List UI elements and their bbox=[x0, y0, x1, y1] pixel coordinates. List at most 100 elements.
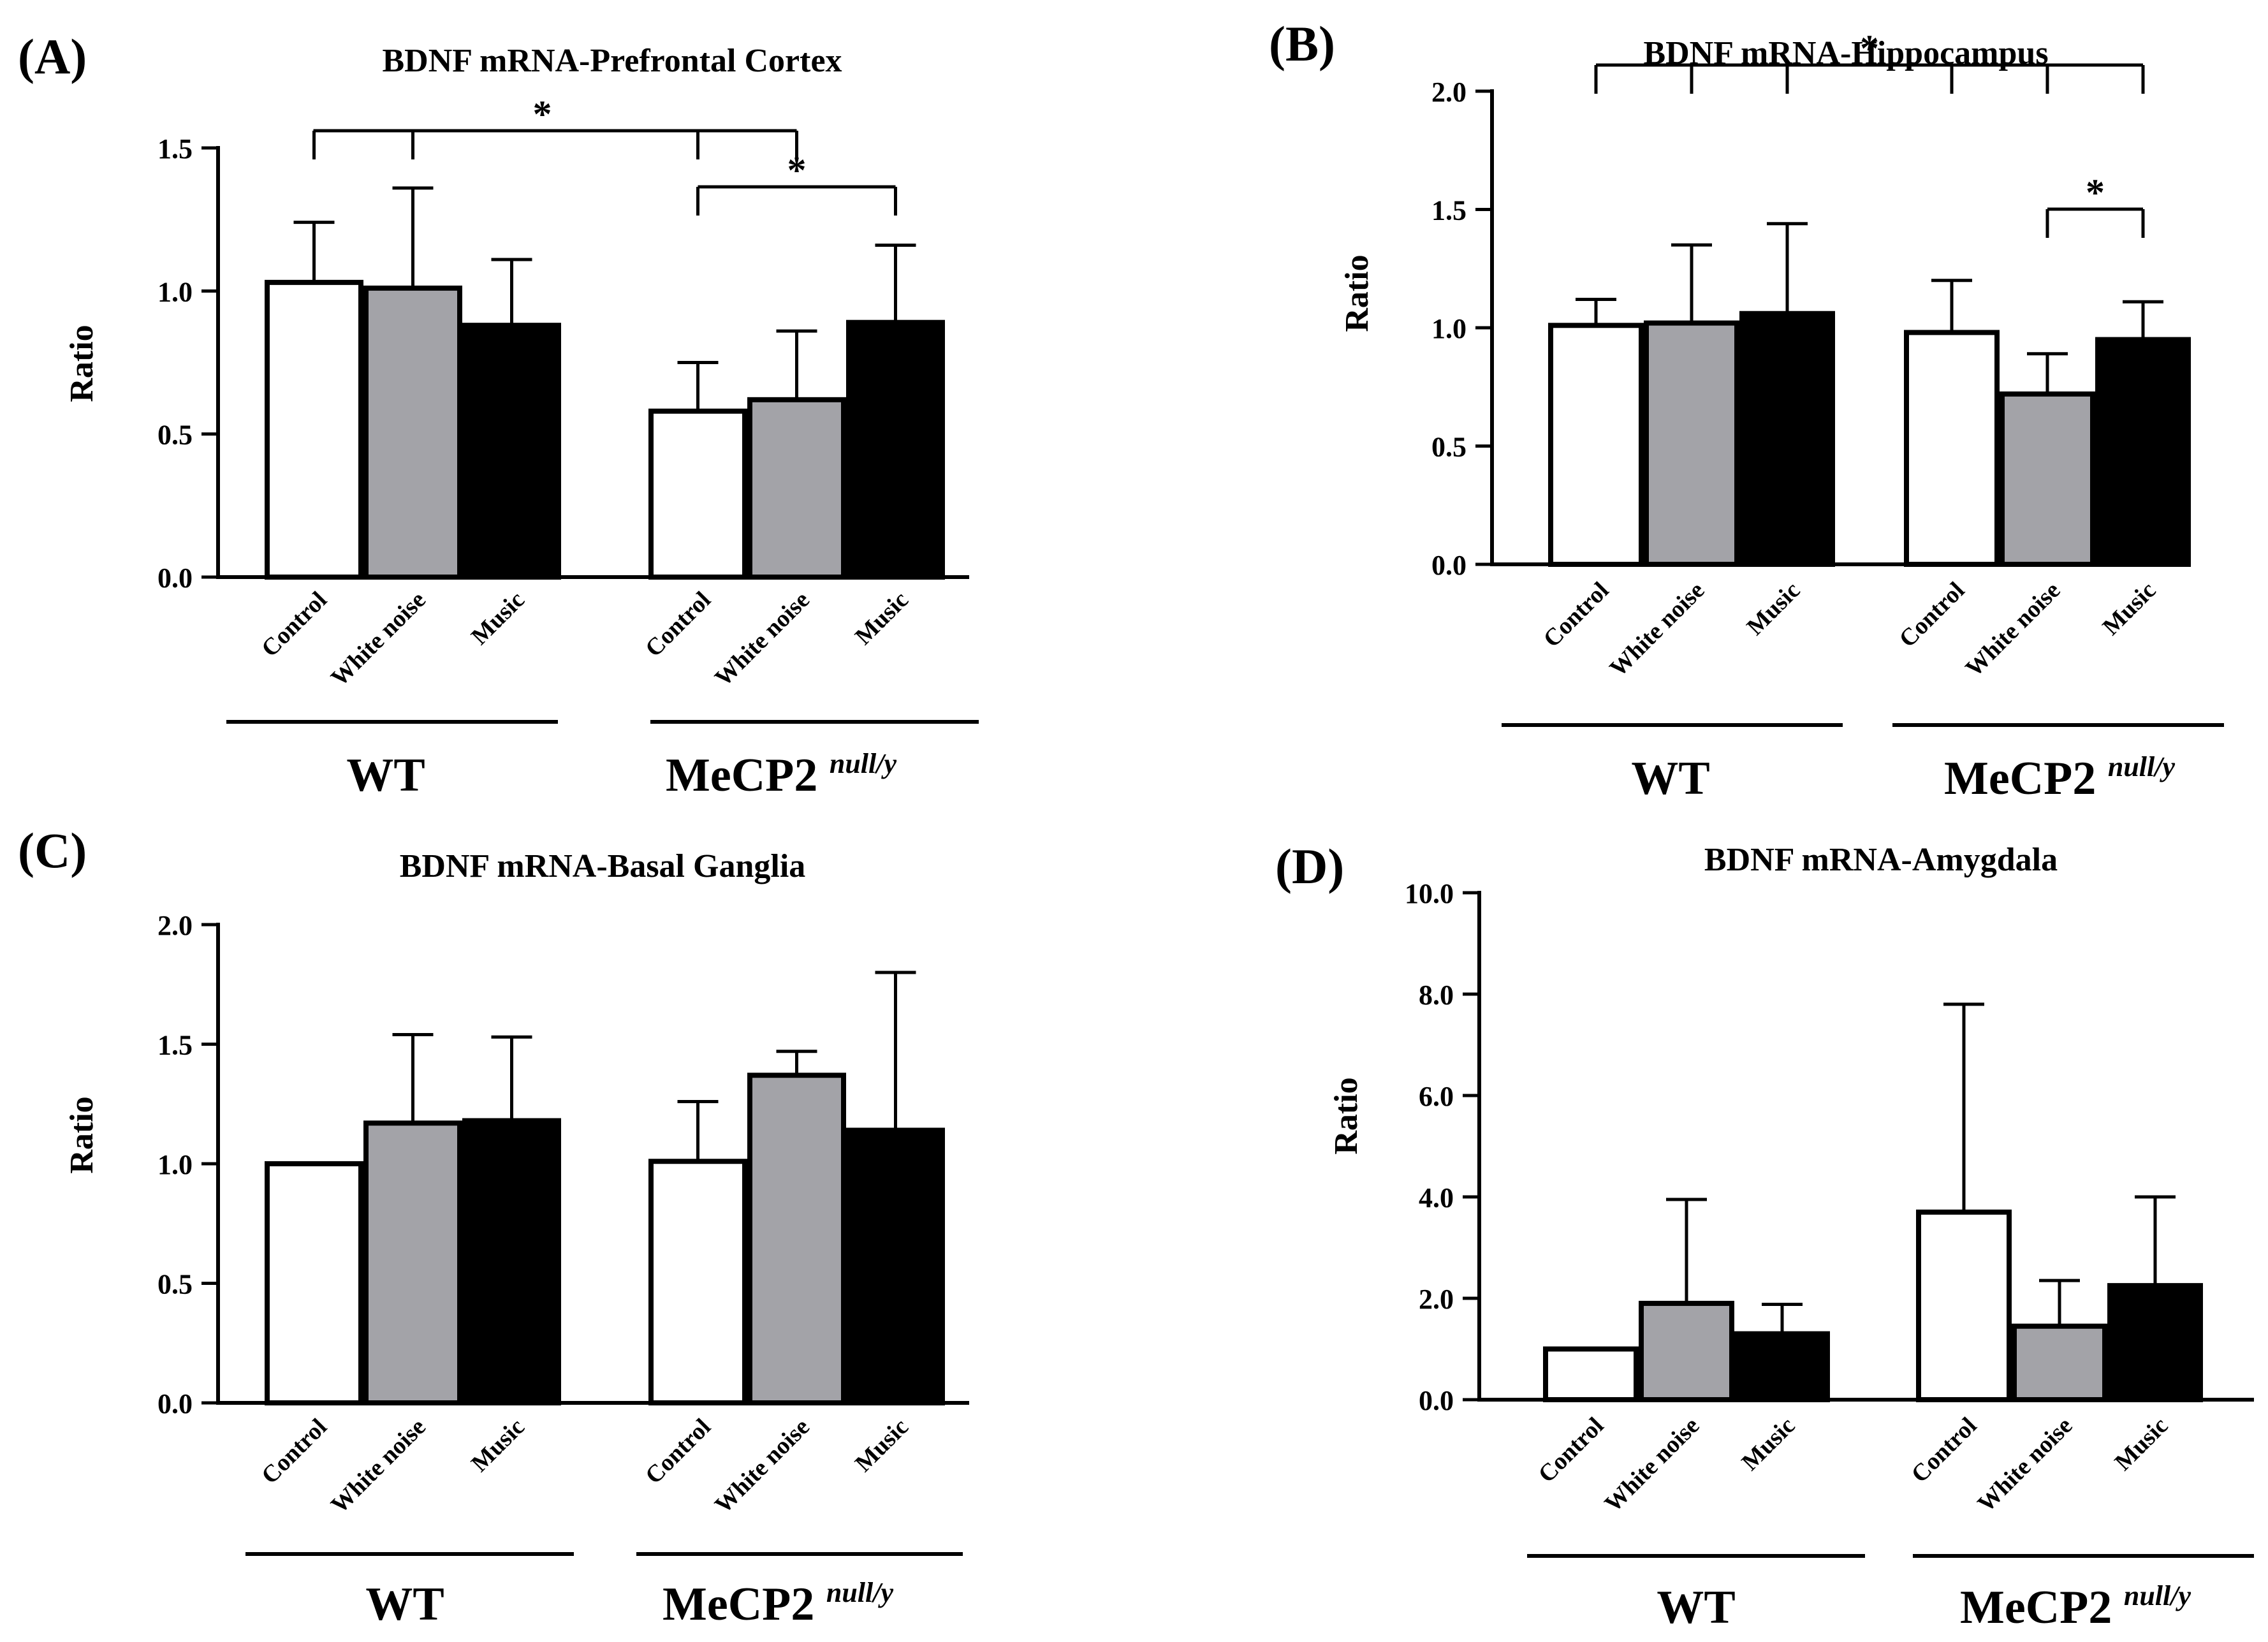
significance-star: * bbox=[2086, 172, 2105, 214]
panel-letter: (C) bbox=[18, 823, 87, 878]
chart-panel-0: (A) BDNF mRNA-Prefrontal Cortex 0.0 0.5 1.0 1… bbox=[18, 29, 979, 802]
group-label-superscript: null/y bbox=[830, 748, 897, 779]
bar bbox=[1916, 1209, 2012, 1402]
chart-panel-2: (C) BDNF mRNA-Basal Ganglia 0.0 0.5 1.0 1.5 2.… bbox=[18, 823, 969, 1631]
bar bbox=[1639, 1300, 1734, 1402]
x-tick-label: Control bbox=[1533, 1412, 1609, 1488]
bar bbox=[2107, 1283, 2203, 1402]
x-tick-label: Control bbox=[640, 587, 716, 663]
group-label-mecp2: MeCP2 null/y bbox=[662, 1577, 893, 1631]
bar bbox=[648, 408, 747, 580]
x-tick-label: White noise bbox=[1600, 1412, 1705, 1518]
chart-title: BDNF mRNA-Prefrontal Cortex bbox=[382, 43, 842, 79]
y-tick-label: 1.5 bbox=[157, 1030, 193, 1061]
x-tick-label: Control bbox=[256, 587, 332, 663]
y-tick-label: 6.0 bbox=[1419, 1081, 1454, 1112]
bar bbox=[462, 323, 561, 580]
x-tick-label: Music bbox=[466, 1414, 530, 1477]
x-tick-label: Control bbox=[640, 1414, 716, 1490]
y-tick-label: 0.0 bbox=[1419, 1385, 1454, 1416]
bar bbox=[1739, 311, 1835, 567]
bar bbox=[2012, 1323, 2107, 1403]
x-tick-label: Music bbox=[466, 587, 530, 650]
panel-letter: (A) bbox=[18, 29, 87, 84]
bar bbox=[462, 1118, 561, 1405]
panel-letter: (B) bbox=[1269, 16, 1335, 71]
y-tick-label: 1.0 bbox=[157, 276, 193, 307]
y-tick-label: 0.5 bbox=[157, 1269, 193, 1300]
x-tick-label: White noise bbox=[326, 1414, 431, 1519]
bar bbox=[2000, 391, 2095, 567]
x-tick-label: Music bbox=[2110, 1412, 2174, 1476]
x-tick-label: Control bbox=[1539, 577, 1614, 653]
y-tick-label: 1.5 bbox=[157, 133, 193, 165]
bar bbox=[363, 285, 462, 580]
x-tick-label: Music bbox=[1742, 577, 1806, 641]
bar bbox=[1548, 323, 1644, 567]
group-label-wt: WT bbox=[1631, 752, 1709, 805]
significance-star: * bbox=[533, 93, 552, 135]
x-tick-label: Control bbox=[1906, 1412, 1982, 1488]
y-tick-label: 1.0 bbox=[157, 1149, 193, 1180]
bar bbox=[1644, 320, 1739, 567]
y-tick-label: 0.0 bbox=[157, 1388, 193, 1419]
x-tick-label: Control bbox=[1894, 577, 1970, 653]
x-tick-label: Music bbox=[850, 587, 914, 650]
panel-letter: (D) bbox=[1275, 839, 1344, 894]
y-axis-label: Ratio bbox=[1339, 254, 1375, 332]
y-tick-label: 0.5 bbox=[1431, 432, 1467, 463]
group-label-mecp2: MeCP2 null/y bbox=[666, 748, 896, 802]
significance-star: * bbox=[787, 149, 807, 191]
group-label-mecp2-text: MeCP2 bbox=[666, 749, 830, 802]
bar bbox=[846, 1127, 945, 1405]
group-label-mecp2: MeCP2 null/y bbox=[1944, 751, 2175, 805]
x-tick-label: White noise bbox=[710, 1414, 815, 1519]
bar bbox=[1734, 1331, 1830, 1402]
bar bbox=[363, 1120, 462, 1405]
y-axis-label: Ratio bbox=[64, 325, 100, 402]
y-tick-label: 10.0 bbox=[1405, 878, 1454, 909]
x-tick-label: White noise bbox=[710, 587, 815, 692]
group-label-wt: WT bbox=[1657, 1581, 1735, 1634]
y-tick-label: 1.5 bbox=[1431, 195, 1467, 226]
y-tick-label: 0.0 bbox=[157, 562, 193, 594]
bar bbox=[265, 279, 363, 580]
y-axis-label: Ratio bbox=[1328, 1077, 1364, 1154]
chart-title: BDNF mRNA-Amygdala bbox=[1704, 842, 2058, 878]
bar bbox=[1543, 1346, 1639, 1402]
y-tick-label: 0.0 bbox=[1431, 550, 1467, 581]
group-label-superscript: null/y bbox=[2124, 1580, 2191, 1611]
bar bbox=[648, 1159, 747, 1405]
x-tick-label: Music bbox=[850, 1414, 914, 1477]
x-tick-label: White noise bbox=[1973, 1412, 2078, 1518]
bar bbox=[2095, 337, 2191, 567]
group-label-mecp2: MeCP2 null/y bbox=[1960, 1580, 2191, 1634]
y-tick-label: 4.0 bbox=[1419, 1182, 1454, 1213]
bar bbox=[1904, 330, 2000, 567]
chart-panel-1: (B) BDNF mRNA-Hippocampus0.00.51.01.52.0R… bbox=[1269, 16, 2224, 805]
group-label-mecp2-text: MeCP2 bbox=[662, 1578, 826, 1631]
y-axis-label: Ratio bbox=[64, 1096, 100, 1173]
y-tick-label: 0.5 bbox=[157, 420, 193, 451]
group-label-wt: WT bbox=[365, 1578, 444, 1631]
chart-title: BDNF mRNA-Basal Ganglia bbox=[400, 848, 806, 884]
y-tick-label: 2.0 bbox=[1431, 77, 1467, 108]
x-tick-label: Music bbox=[1737, 1412, 1801, 1476]
x-tick-label: White noise bbox=[326, 587, 431, 692]
x-tick-label: Music bbox=[2098, 577, 2162, 641]
group-label-mecp2-text: MeCP2 bbox=[1960, 1581, 2124, 1634]
chart-panel-3: (D) BDNF mRNA-Amygdala 0.0 2.0 4.0 6.0 8.0 10.0… bbox=[1275, 839, 2254, 1634]
bar bbox=[265, 1161, 363, 1405]
group-label-superscript: null/y bbox=[2108, 751, 2176, 782]
bar bbox=[747, 397, 846, 580]
x-tick-label: White noise bbox=[1605, 577, 1710, 682]
bar bbox=[846, 319, 945, 580]
group-label-mecp2-text: MeCP2 bbox=[1944, 752, 2108, 805]
group-label-wt: WT bbox=[346, 749, 425, 802]
y-tick-label: 2.0 bbox=[1419, 1284, 1454, 1315]
y-tick-label: 2.0 bbox=[157, 910, 193, 941]
y-tick-label: 8.0 bbox=[1419, 979, 1454, 1011]
significance-star: * bbox=[1860, 27, 1879, 70]
group-label-superscript: null/y bbox=[826, 1577, 894, 1608]
